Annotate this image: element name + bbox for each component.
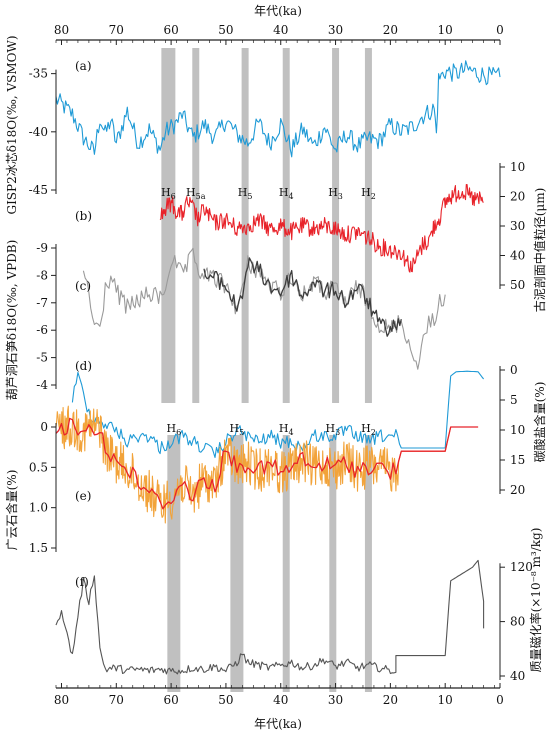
x-tick-label-bottom-7: 10 <box>438 693 453 707</box>
y-tick-label-c-0: -9 <box>36 241 48 255</box>
y-tick-label-e-3: 1.5 <box>29 541 48 555</box>
x-tick-label-top-3: 50 <box>218 23 233 37</box>
y-tick-label-c-2: -7 <box>36 296 48 310</box>
y-tick-label-f-2: 40 <box>510 669 525 683</box>
panel-d-axis-title: 碳酸盐含量(%) <box>532 382 547 463</box>
curve-hulu-d18o-dark <box>203 257 402 337</box>
x-axis-title-top: 年代(ka) <box>254 4 302 18</box>
y-tick-label-f-1: 80 <box>510 615 525 629</box>
y-tick-label-c-1: -8 <box>36 268 48 282</box>
panel-d-label: (d) <box>75 359 92 373</box>
event-band-bottom-1 <box>230 435 244 692</box>
event-band-bottom-0 <box>167 435 181 692</box>
y-tick-label-d-4: 20 <box>510 483 525 497</box>
y-tick-label-c-4: -5 <box>36 351 48 365</box>
curve-hulu-d18o-light <box>82 247 446 370</box>
event-label-top-2: H5 <box>238 186 253 201</box>
y-tick-label-d-2: 10 <box>510 423 525 437</box>
panel-f-axis-title: 质量磁化率(×10⁻⁸ m³/kg) <box>528 528 543 673</box>
x-tick-label-bottom-4: 40 <box>273 693 288 707</box>
y-tick-label-b-4: 50 <box>510 278 525 292</box>
event-band-top-0 <box>161 48 176 403</box>
event-label-bottom-1: H5 <box>230 422 245 437</box>
event-label-bottom-3: H3 <box>325 422 340 437</box>
curve-magnetic-susceptibility <box>55 559 485 675</box>
x-tick-label-top-1: 70 <box>109 23 124 37</box>
x-tick-label-top-6: 20 <box>383 23 398 37</box>
event-band-top-3 <box>282 48 290 403</box>
x-tick-label-bottom-0: 80 <box>54 693 69 707</box>
x-axis-title-bottom: 年代(ka) <box>254 717 302 731</box>
y-tick-label-b-0: 10 <box>510 160 525 174</box>
x-axis-ticks: 80 80 70 70 60 60 50 50 40 40 30 30 20 20 10 10 0 0 <box>54 23 504 707</box>
y-tick-label-a-2: -45 <box>29 183 48 197</box>
curve-gisp2-d18o <box>55 60 501 158</box>
y-tick-label-b-2: 30 <box>510 219 525 233</box>
axis-frame <box>56 39 500 689</box>
panel-e-label: (e) <box>75 489 91 503</box>
x-tick-label-top-0: 80 <box>54 23 69 37</box>
y-tick-label-d-1: 5 <box>510 393 518 407</box>
panel-y-axes: -35-40-451020304050-9-8-7-6-5-4051015200… <box>29 67 533 683</box>
event-label-top-1: H5a <box>186 186 206 201</box>
event-band-top-2 <box>241 48 249 403</box>
curve-carbonate <box>71 370 485 459</box>
event-label-bottom-0: H6 <box>167 422 182 437</box>
x-tick-label-bottom-1: 70 <box>109 693 124 707</box>
y-tick-label-e-0: 0 <box>40 420 48 434</box>
event-band-bottom-4 <box>364 435 372 692</box>
y-tick-label-e-1: 0.5 <box>29 460 48 474</box>
x-tick-label-top-7: 10 <box>438 23 453 37</box>
x-tick-label-top-2: 60 <box>163 23 178 37</box>
heinrich-event-bands <box>161 48 372 692</box>
panel-b-label: (b) <box>75 209 92 223</box>
event-band-top-5 <box>364 48 372 403</box>
panel-c-label: (c) <box>75 279 91 293</box>
event-label-top-0: H6 <box>161 186 176 201</box>
y-tick-label-b-1: 20 <box>510 190 525 204</box>
panel-f-label: (f) <box>75 575 89 589</box>
y-tick-label-c-5: -4 <box>36 378 48 392</box>
data-curves <box>55 60 501 675</box>
y-tick-label-d-0: 0 <box>510 363 518 377</box>
y-tick-label-d-3: 15 <box>510 453 525 467</box>
y-tick-label-e-2: 1.0 <box>29 501 48 515</box>
panel-b-axis-title: 古泥剖面中值粒径(μm) <box>532 188 547 313</box>
panel-e-axis-title: 广云石含量(%) <box>4 470 19 551</box>
curve-grain-size <box>159 183 484 273</box>
curve-dolomite-smooth <box>55 417 479 510</box>
y-tick-label-b-3: 40 <box>510 249 525 263</box>
event-label-top-5: H2 <box>361 186 376 201</box>
x-tick-label-bottom-8: 0 <box>496 693 504 707</box>
panel-c-axis-title: 葫芦洞石笋δ18O(‰, VPDB) <box>4 240 19 401</box>
event-labels: H6 H5a H5 H4 H3 H2 H6 H5 H4 H3 H2 <box>161 186 376 437</box>
event-band-bottom-3 <box>329 435 337 692</box>
event-label-top-3: H4 <box>279 186 294 201</box>
event-label-top-4: H3 <box>328 186 343 201</box>
event-band-bottom-2 <box>282 435 290 692</box>
event-label-bottom-2: H4 <box>279 422 294 437</box>
x-tick-label-top-4: 40 <box>273 23 288 37</box>
y-tick-label-a-1: -40 <box>29 125 48 139</box>
x-tick-label-bottom-2: 60 <box>163 693 178 707</box>
x-tick-label-bottom-3: 50 <box>218 693 233 707</box>
y-tick-label-c-3: -6 <box>36 323 48 337</box>
event-label-bottom-4: H2 <box>361 422 376 437</box>
panel-a-axis-title: GISP2冰芯δ18O(‰, VSMOW) <box>5 35 19 214</box>
x-tick-label-top-5: 30 <box>328 23 343 37</box>
y-tick-label-f-0: 120 <box>510 560 533 574</box>
y-tick-label-a-0: -35 <box>29 67 48 81</box>
x-tick-label-top-8: 0 <box>496 23 504 37</box>
panel-a-label: (a) <box>75 59 92 73</box>
x-tick-label-bottom-5: 30 <box>328 693 343 707</box>
x-tick-label-bottom-6: 20 <box>383 693 398 707</box>
event-band-top-1 <box>192 48 200 403</box>
